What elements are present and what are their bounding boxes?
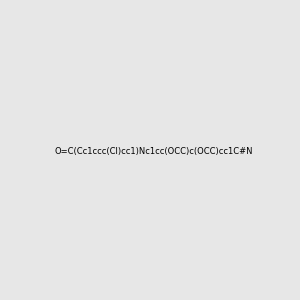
Text: O=C(Cc1ccc(Cl)cc1)Nc1cc(OCC)c(OCC)cc1C#N: O=C(Cc1ccc(Cl)cc1)Nc1cc(OCC)c(OCC)cc1C#N — [55, 147, 253, 156]
